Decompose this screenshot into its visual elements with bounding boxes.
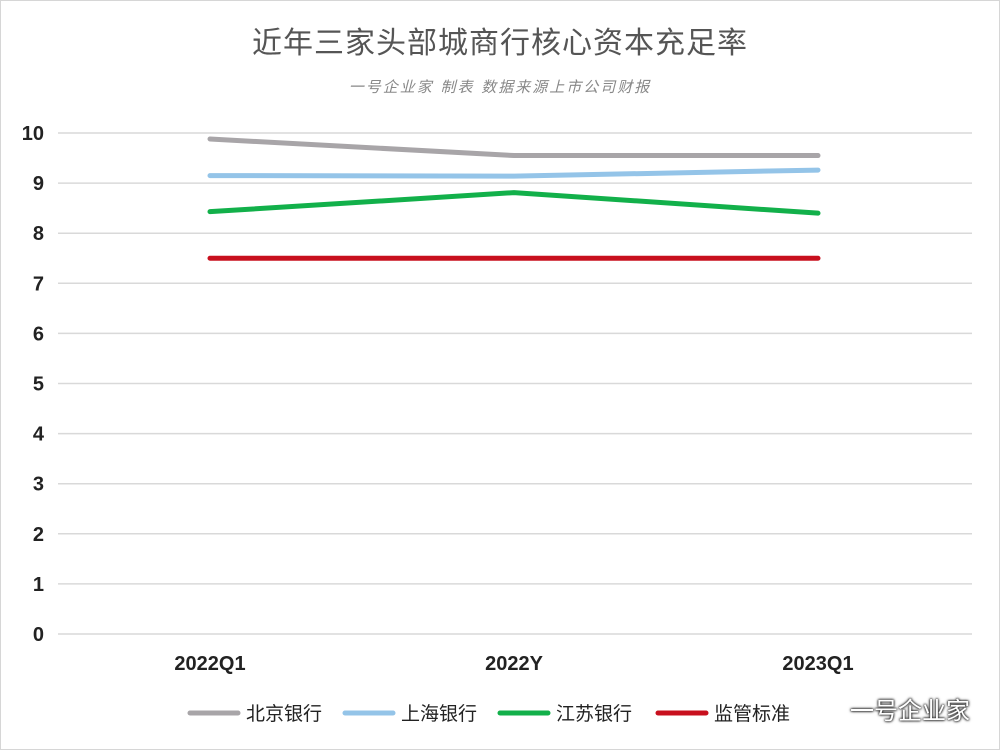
watermark: 一号企业家 bbox=[812, 690, 970, 726]
x-tick-label: 2022Y bbox=[485, 653, 543, 675]
x-axis-ticks: 2022Q1 2022Y 2023Q1 bbox=[174, 653, 853, 675]
y-tick-label: 4 bbox=[33, 424, 45, 446]
y-tick-label: 3 bbox=[33, 474, 44, 496]
y-axis-ticks: 0 1 2 3 4 5 6 7 8 9 10 bbox=[22, 123, 45, 646]
legend: 北京银行 上海银行 江苏银行 监管标准 bbox=[187, 703, 790, 725]
y-tick-label: 9 bbox=[33, 173, 44, 195]
series-line bbox=[207, 190, 821, 216]
legend-label: 江苏银行 bbox=[556, 703, 632, 725]
y-tick-label: 7 bbox=[33, 273, 44, 295]
chart-title: 近年三家头部城商行核心资本充足率 bbox=[252, 26, 748, 61]
grid-lines bbox=[58, 132, 972, 635]
y-tick-label: 1 bbox=[33, 574, 44, 596]
y-tick-label: 2 bbox=[33, 524, 44, 546]
series-lines bbox=[207, 136, 821, 261]
legend-label: 监管标准 bbox=[714, 703, 790, 725]
chart-subtitle: 一号企业家 制表 数据来源上市公司财报 bbox=[348, 78, 652, 96]
legend-label: 北京银行 bbox=[246, 703, 322, 725]
y-tick-label: 0 bbox=[33, 624, 44, 646]
x-tick-label: 2022Q1 bbox=[174, 653, 245, 675]
x-tick-label: 2023Q1 bbox=[782, 653, 853, 675]
y-tick-label: 5 bbox=[33, 374, 44, 396]
series-line bbox=[207, 136, 821, 159]
y-tick-label: 8 bbox=[33, 223, 44, 245]
series-line bbox=[207, 167, 821, 179]
legend-label: 上海银行 bbox=[401, 703, 477, 725]
y-tick-label: 6 bbox=[33, 323, 44, 345]
wechat-icon bbox=[812, 697, 841, 718]
y-tick-label: 10 bbox=[22, 123, 44, 145]
watermark-text: 一号企业家 bbox=[850, 696, 970, 725]
